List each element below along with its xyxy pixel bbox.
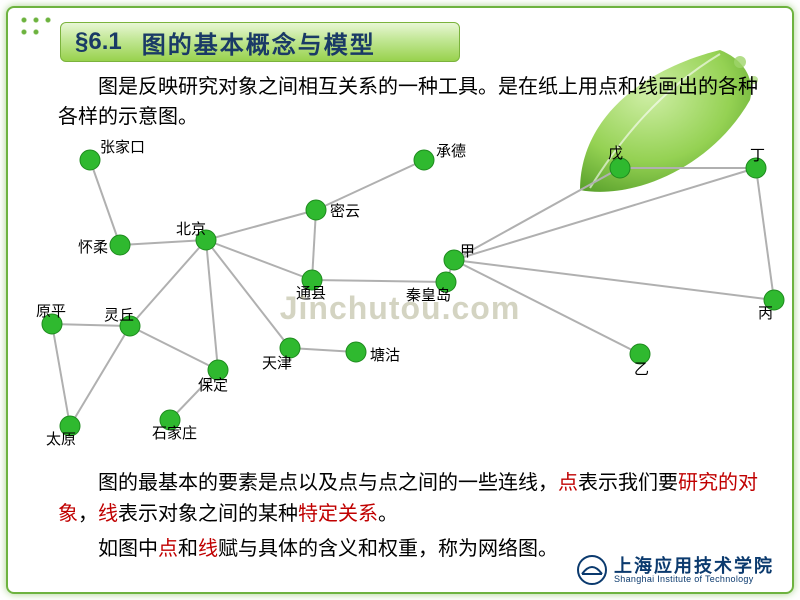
graph-node-label: 丙 xyxy=(758,306,773,322)
p1-mid3: 表示对象之间的某种 xyxy=(118,503,298,525)
p2-h2: 线 xyxy=(198,538,218,560)
logo-text: 上海应用技术学院 Shanghai Institute of Technolog… xyxy=(614,557,774,584)
graph-edge xyxy=(70,326,130,426)
graph-node-label: 张家口 xyxy=(100,139,145,156)
graph-node xyxy=(208,360,228,380)
graph-node-label: 保定 xyxy=(198,377,228,394)
p1-post: 。 xyxy=(378,503,398,525)
p1-h4: 特定关系 xyxy=(298,503,378,525)
graph-node xyxy=(346,342,366,362)
graph-edge xyxy=(52,324,130,326)
graph-node xyxy=(306,200,326,220)
p1-mid1: 表示我们要 xyxy=(578,472,678,494)
graph-node-label: 通县 xyxy=(296,285,326,302)
graph-node-label: 乙 xyxy=(634,362,649,378)
graph-edge xyxy=(206,240,218,370)
graph-edge xyxy=(756,168,774,300)
graph-node-label: 怀柔 xyxy=(78,239,108,256)
graph-node-label: 原平 xyxy=(36,304,66,320)
logo-cn: 上海应用技术学院 xyxy=(614,557,774,575)
graph-edge xyxy=(312,210,316,280)
p1-h3: 线 xyxy=(98,503,118,525)
graph-edge xyxy=(454,168,756,260)
graph-node-label: 天津 xyxy=(262,355,292,372)
graph-edge xyxy=(316,160,424,210)
graph-node-label: 甲 xyxy=(460,244,475,260)
graph-edge xyxy=(130,240,206,326)
logo-en: Shanghai Institute of Technology xyxy=(614,575,774,584)
graph-node-label: 丁 xyxy=(750,148,765,164)
graph-edge xyxy=(454,260,640,354)
graph-node xyxy=(80,150,100,170)
graph-node-label: 戊 xyxy=(608,145,623,162)
graph-node-label: 塘沽 xyxy=(370,347,400,364)
graph-node-label: 秦皇岛 xyxy=(406,287,451,304)
graph-edge xyxy=(454,260,774,300)
p2-pre: 如图中 xyxy=(58,538,158,560)
body-paragraph-1: 图的最基本的要素是点以及点与点之间的一些连线，点表示我们要研究的对象，线表示对象… xyxy=(58,468,758,530)
slide-root: §6.1 图的基本概念与模型 图是反映研究对象之间相互关系的一种工具。是在纸上用… xyxy=(0,0,800,600)
graph-node-label: 承德 xyxy=(436,142,466,160)
p1-mid2: ， xyxy=(78,503,98,525)
graph-edge xyxy=(130,326,218,370)
p2-h1: 点 xyxy=(158,538,178,560)
graph-edge xyxy=(120,240,206,245)
graph-node-label: 太原 xyxy=(46,431,76,448)
graph-node xyxy=(280,338,300,358)
graph-edge xyxy=(52,324,70,426)
graph-node xyxy=(414,150,434,170)
p1-h1: 点 xyxy=(558,472,578,494)
graph-edge xyxy=(312,280,446,282)
graph-edge xyxy=(454,168,620,260)
graph-edge xyxy=(206,210,316,240)
p1-pre: 图的最基本的要素是点以及点与点之间的一些连线， xyxy=(58,472,558,494)
p2-mid1: 和 xyxy=(178,538,198,560)
graph-node-label: 石家庄 xyxy=(152,424,197,442)
graph-node-label: 灵丘 xyxy=(104,307,134,324)
graph-node xyxy=(110,235,130,255)
graph-node-label: 北京 xyxy=(176,221,206,238)
graph-node xyxy=(630,344,650,364)
graph-edge xyxy=(90,160,120,245)
logo-mark-icon xyxy=(576,554,608,586)
institute-logo: 上海应用技术学院 Shanghai Institute of Technolog… xyxy=(576,554,774,586)
p2-post: 赋与具体的含义和权重，称为网络图。 xyxy=(218,538,558,560)
graph-node-label: 密云 xyxy=(330,203,360,220)
